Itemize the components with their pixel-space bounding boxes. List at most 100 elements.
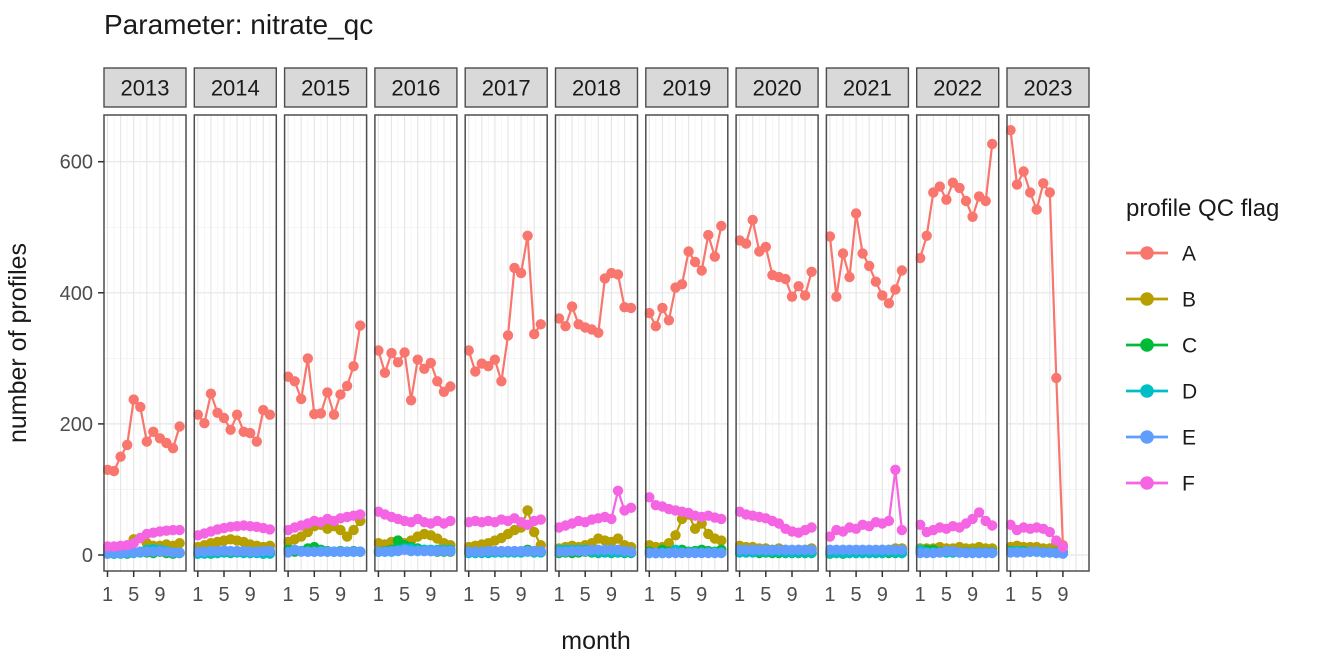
data-point-A xyxy=(174,421,185,432)
panel-border xyxy=(103,114,187,572)
panel-background xyxy=(104,115,186,571)
x-tick-label: 9 xyxy=(335,584,346,606)
data-point-B xyxy=(522,505,533,516)
panel-background xyxy=(645,115,728,571)
x-tick-label: 9 xyxy=(1057,584,1068,606)
x-tick-label: 1 xyxy=(102,584,113,606)
data-point-F xyxy=(612,485,624,496)
data-point-A xyxy=(703,229,714,241)
legend-key-point-A xyxy=(1140,246,1154,260)
data-point-A xyxy=(115,451,126,462)
data-point-A xyxy=(1025,187,1036,198)
data-point-A xyxy=(322,387,333,398)
panel-border xyxy=(825,114,910,572)
data-point-E xyxy=(174,547,185,558)
data-point-A xyxy=(529,328,540,340)
panel-background xyxy=(555,115,638,571)
data-point-F xyxy=(716,513,727,525)
data-point-A xyxy=(1018,166,1029,177)
facet-strip xyxy=(825,67,910,108)
data-point-A xyxy=(1031,204,1042,215)
data-point-A xyxy=(289,376,300,387)
data-point-A xyxy=(877,290,888,301)
data-point-A xyxy=(747,214,758,226)
data-point-E xyxy=(806,544,817,555)
data-point-A xyxy=(786,291,798,302)
data-point-A xyxy=(696,265,707,276)
data-point-F xyxy=(1051,535,1062,546)
facet-strip-label: 2020 xyxy=(753,76,802,101)
data-point-A xyxy=(837,248,849,259)
x-tick-label: 1 xyxy=(283,584,294,606)
data-point-F xyxy=(1057,541,1069,553)
data-point-A xyxy=(980,195,991,207)
legend-entry-D: D xyxy=(1126,381,1197,404)
panel-border xyxy=(193,114,278,572)
x-tick-label: 9 xyxy=(696,584,707,606)
facet-strip-label: 2021 xyxy=(843,76,892,101)
data-point-A xyxy=(335,389,346,400)
legend-entry-C: C xyxy=(1126,335,1197,358)
data-point-A xyxy=(231,409,243,420)
data-point-A xyxy=(315,408,327,419)
x-tick-label: 5 xyxy=(941,584,952,606)
data-point-A xyxy=(412,354,423,365)
x-tick-label: 5 xyxy=(580,584,591,606)
facet-strip xyxy=(464,67,548,108)
data-point-B xyxy=(529,526,540,538)
data-point-B xyxy=(716,535,727,546)
x-tick-label: 9 xyxy=(967,584,978,606)
facet-panel-2022: 2022 1 5 9 xyxy=(915,67,1000,606)
chart-title: Parameter: nitrate_qc xyxy=(104,9,373,40)
legend-key-point-B xyxy=(1140,292,1154,306)
data-point-A xyxy=(302,353,313,364)
data-point-A xyxy=(967,211,978,222)
facet-panel-2013: 2013 1 5 9 xyxy=(102,67,187,606)
data-point-E xyxy=(264,545,276,557)
facet-strip xyxy=(735,67,819,108)
x-tick-label: 5 xyxy=(218,584,229,606)
panel-background xyxy=(736,115,819,571)
facet-panel-2016: 2016 1 5 9 xyxy=(373,67,458,606)
facet-panel-2017: 2017 1 5 9 xyxy=(463,67,548,606)
data-point-A xyxy=(218,412,230,424)
data-point-A xyxy=(199,418,210,429)
facet-strip-label: 2018 xyxy=(572,76,621,101)
facet-strip xyxy=(374,67,458,108)
data-point-A xyxy=(960,195,972,207)
x-tick-label: 9 xyxy=(786,584,797,606)
x-axis-label: month xyxy=(561,627,630,655)
data-point-A xyxy=(921,230,932,241)
data-point-B xyxy=(335,524,346,536)
data-point-F xyxy=(1044,526,1056,538)
data-point-A xyxy=(890,284,901,295)
facet-panel-2021: 2021 1 5 9 xyxy=(824,67,910,606)
data-point-A xyxy=(535,319,546,330)
y-axis-label: number of profiles xyxy=(4,243,32,443)
legend-key-point-C xyxy=(1140,338,1154,352)
data-point-A xyxy=(296,393,307,405)
panel-border xyxy=(464,114,548,572)
data-point-A xyxy=(502,330,514,341)
facet-panel-2023: 2023 1 5 9 xyxy=(1005,67,1090,606)
data-point-A xyxy=(844,271,855,283)
facet-strip-label: 2019 xyxy=(662,76,711,101)
panel-border xyxy=(374,114,458,572)
data-point-F xyxy=(644,492,655,503)
legend-entry-A: A xyxy=(1126,243,1196,266)
data-point-A xyxy=(489,354,501,365)
data-point-A xyxy=(883,298,895,309)
data-point-F xyxy=(973,507,985,518)
x-tick-label: 9 xyxy=(425,584,436,606)
data-point-A xyxy=(522,230,533,241)
panel-background xyxy=(826,115,909,571)
data-point-A xyxy=(1011,179,1023,190)
panel-background xyxy=(194,115,277,571)
data-point-A xyxy=(612,269,624,280)
legend-label: B xyxy=(1182,289,1196,312)
facet-strip xyxy=(193,67,278,108)
data-point-A xyxy=(399,347,410,358)
x-tick-label: 5 xyxy=(399,584,410,606)
data-point-A xyxy=(328,409,340,420)
